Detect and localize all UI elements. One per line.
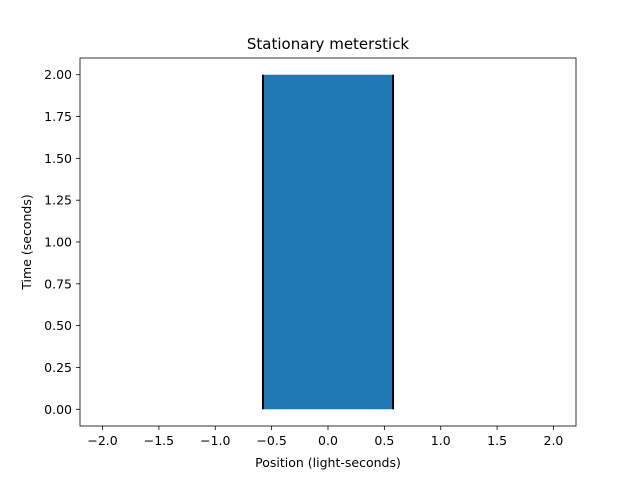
y-axis-label: Time (seconds) [19, 194, 34, 290]
x-axis-label: Position (light-seconds) [255, 455, 401, 470]
chart-title: Stationary meterstick [247, 35, 410, 53]
y-tick-label: 1.00 [44, 235, 72, 250]
y-tick-label: 1.75 [44, 109, 72, 124]
x-tick-label: −1.5 [144, 433, 174, 448]
y-tick-label: 0.00 [44, 402, 72, 417]
x-tick-label: −2.0 [87, 433, 117, 448]
y-tick-label: 0.50 [44, 318, 72, 333]
y-tick-label: 0.25 [44, 360, 72, 375]
y-tick-label: 0.75 [44, 276, 72, 291]
x-tick-label: −0.5 [256, 433, 286, 448]
x-tick-label: 2.0 [544, 433, 564, 448]
x-tick-label: 0.5 [374, 433, 394, 448]
meterstick-region [262, 74, 394, 410]
y-tick-label: 1.50 [44, 151, 72, 166]
x-tick-label: −1.0 [200, 433, 230, 448]
y-tick-label: 2.00 [44, 67, 72, 82]
x-axis: −2.0 −1.5 −1.0 −0.5 0.0 0.5 1.0 1.5 2.0 [87, 426, 563, 448]
x-tick-label: 1.5 [487, 433, 507, 448]
y-axis: 0.00 0.25 0.50 0.75 1.00 1.25 1.50 1.75 2.00 [44, 67, 80, 417]
y-tick-label: 1.25 [44, 193, 72, 208]
x-tick-label: 0.0 [318, 433, 338, 448]
x-tick-label: 1.0 [431, 433, 451, 448]
plot-area [261, 74, 395, 410]
